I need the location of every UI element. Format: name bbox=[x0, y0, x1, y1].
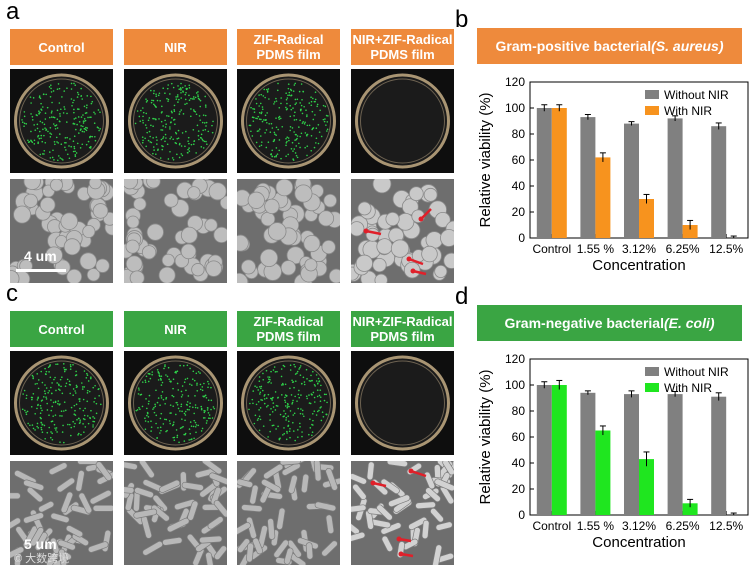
y-tick-label: 120 bbox=[505, 352, 525, 366]
bar-without-nir bbox=[711, 396, 727, 515]
x-tick-label: 6.25% bbox=[666, 519, 700, 533]
y-tick-label: 20 bbox=[512, 482, 526, 496]
x-tick-label: 1.55 % bbox=[577, 242, 615, 256]
chart-title-species: (S. aureus) bbox=[651, 38, 724, 54]
legend-swatch bbox=[645, 383, 659, 392]
x-tick-label: Control bbox=[532, 519, 571, 533]
panel-letter-b: b bbox=[455, 6, 469, 33]
bar-without-nir bbox=[580, 117, 596, 238]
petri-dish-a-2 bbox=[237, 69, 340, 173]
sem-image-c-1 bbox=[124, 461, 227, 565]
chart-title-species: (E. coli) bbox=[663, 315, 715, 331]
scale-bar bbox=[16, 269, 66, 272]
x-tick-label: 1.55 % bbox=[577, 519, 615, 533]
x-tick-label: 12.5% bbox=[709, 242, 743, 256]
bar-without-nir bbox=[580, 392, 596, 515]
x-tick-label: 6.25% bbox=[666, 242, 700, 256]
x-tick-label: 3.12% bbox=[622, 519, 656, 533]
petri-dish-a-3 bbox=[351, 69, 454, 173]
bar-with-nir bbox=[639, 459, 654, 515]
panel-c-header-1: NIR bbox=[124, 311, 227, 347]
bar-with-nir bbox=[595, 430, 611, 515]
bar-with-nir bbox=[682, 503, 698, 515]
chart-d: 0 20 40 60 80 100 120 Relative viability (%) Con… bbox=[477, 352, 749, 551]
petri-dish-c-2 bbox=[237, 351, 340, 455]
legend-swatch bbox=[645, 106, 659, 115]
y-axis-label: Relative viability (%) bbox=[477, 92, 494, 227]
y-tick-label: 80 bbox=[512, 127, 526, 141]
chart-title-b: Gram-positive bacterial (S. aureus) bbox=[477, 28, 742, 64]
bar-without-nir bbox=[624, 123, 639, 238]
x-tick-label: 12.5% bbox=[709, 519, 743, 533]
sem-image-c-3 bbox=[351, 461, 454, 565]
scale-bar-label: 5 um bbox=[24, 536, 57, 552]
panel-a-header-2: ZIF-Radical PDMS film bbox=[237, 29, 340, 65]
legend-label: Without NIR bbox=[664, 365, 729, 379]
sem-image-c-2 bbox=[237, 461, 340, 565]
y-tick-label: 100 bbox=[505, 101, 525, 115]
sem-image-c-0: 5 um bbox=[10, 461, 113, 565]
y-tick-label: 60 bbox=[512, 430, 526, 444]
chart-b: 0 20 40 60 80 100 120 Relative viability (%) Con… bbox=[477, 75, 749, 274]
chart-title-d: Gram-negative bacterial (E. coli) bbox=[477, 305, 742, 341]
panel-c-header-0: Control bbox=[10, 311, 113, 347]
y-tick-label: 40 bbox=[512, 456, 526, 470]
petri-dish-a-0 bbox=[10, 69, 113, 173]
legend-swatch bbox=[645, 367, 659, 376]
legend-label: With NIR bbox=[664, 104, 712, 118]
y-tick-label: 100 bbox=[505, 378, 525, 392]
y-tick-label: 20 bbox=[512, 205, 526, 219]
petri-dish-c-1 bbox=[124, 351, 227, 455]
sem-image-a-0: 4 um bbox=[10, 179, 113, 283]
panel-letter-d: d bbox=[455, 283, 469, 310]
y-tick-label: 40 bbox=[512, 179, 526, 193]
scale-bar-label: 4 um bbox=[24, 248, 57, 264]
panel-c-header-3: NIR+ZIF-Radical PDMS film bbox=[351, 311, 454, 347]
sem-image-a-1 bbox=[124, 179, 227, 283]
y-tick-label: 60 bbox=[512, 153, 526, 167]
petri-dish-c-3 bbox=[351, 351, 454, 455]
chart-title-text: Gram-positive bacterial bbox=[495, 38, 652, 54]
bar-with-nir bbox=[551, 108, 567, 238]
legend-swatch bbox=[645, 90, 659, 99]
bar-without-nir bbox=[667, 118, 683, 238]
bar-without-nir bbox=[536, 385, 552, 515]
y-tick-label: 120 bbox=[505, 75, 525, 89]
panel-a-header-0: Control bbox=[10, 29, 113, 65]
bar-without-nir bbox=[536, 108, 552, 238]
panel-c-header-2: ZIF-Radical PDMS film bbox=[237, 311, 340, 347]
bar-without-nir bbox=[711, 126, 727, 238]
panel-a-header-1: NIR bbox=[124, 29, 227, 65]
legend-label: With NIR bbox=[664, 381, 712, 395]
bar-without-nir bbox=[667, 394, 683, 515]
bar-with-nir bbox=[639, 199, 654, 238]
petri-dish-c-0 bbox=[10, 351, 113, 455]
panel-letter-a: a bbox=[6, 0, 20, 25]
bar-with-nir bbox=[595, 157, 611, 238]
y-tick-label: 0 bbox=[518, 508, 525, 522]
sem-image-a-2 bbox=[237, 179, 340, 283]
bar-without-nir bbox=[624, 394, 639, 515]
legend-label: Without NIR bbox=[664, 88, 729, 102]
y-tick-label: 80 bbox=[512, 404, 526, 418]
panel-a-header-3: NIR+ZIF-Radical PDMS film bbox=[351, 29, 454, 65]
x-axis-label: Concentration bbox=[592, 534, 685, 551]
y-axis-label: Relative viability (%) bbox=[477, 369, 494, 504]
chart-title-text: Gram-negative bacterial bbox=[504, 315, 664, 331]
sem-image-a-3 bbox=[351, 179, 454, 283]
x-axis-label: Concentration bbox=[592, 257, 685, 274]
bar-with-nir bbox=[551, 385, 567, 515]
panel-letter-c: c bbox=[6, 280, 18, 307]
petri-dish-a-1 bbox=[124, 69, 227, 173]
x-tick-label: Control bbox=[532, 242, 571, 256]
x-tick-label: 3.12% bbox=[622, 242, 656, 256]
bar-with-nir bbox=[682, 225, 698, 238]
watermark: © 大数跨境 bbox=[14, 553, 70, 565]
y-tick-label: 0 bbox=[518, 231, 525, 245]
